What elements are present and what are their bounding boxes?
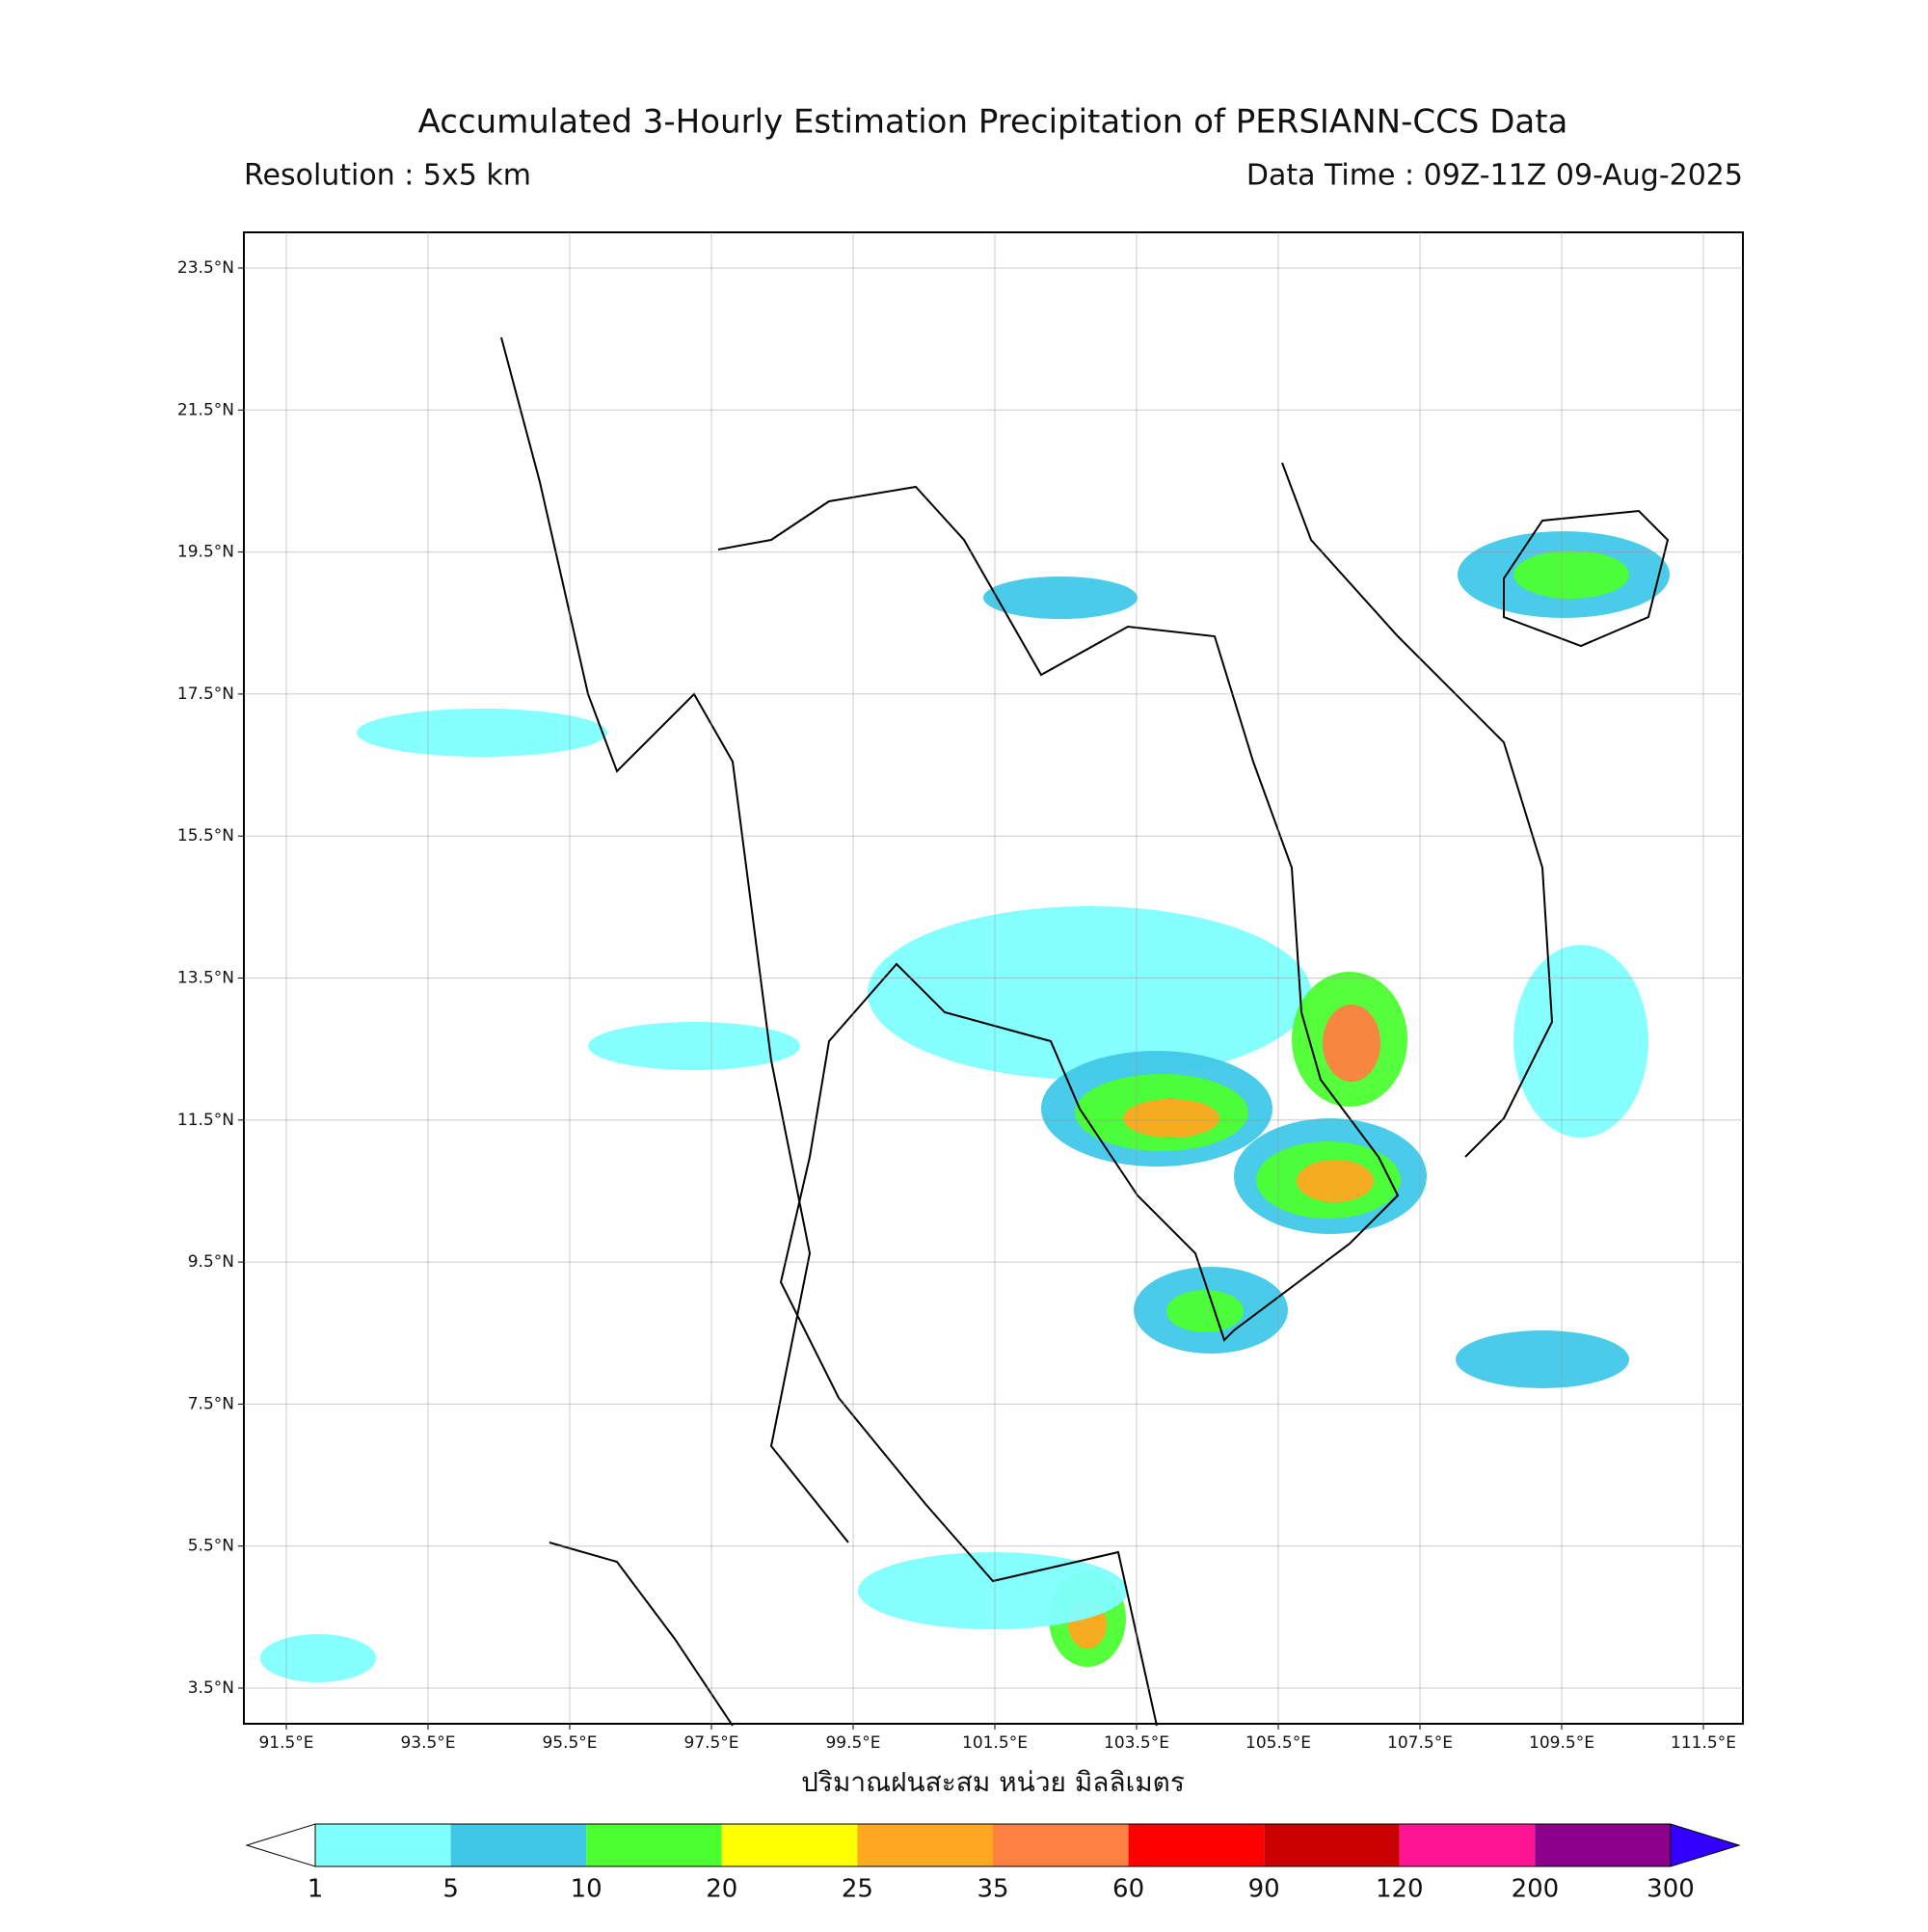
lon-tick-label: 107.5°E [1387,1733,1453,1753]
colorbar-label: 35 [977,1875,1008,1904]
lat-tick-label: 19.5°N [177,543,234,562]
colorbar-label: 300 [1647,1875,1695,1904]
lon-tick-label: 109.5°E [1529,1733,1594,1753]
colorbar-label: 25 [842,1875,873,1904]
colorbar-over [1670,1823,1741,1867]
lon-tick-label: 93.5°E [400,1733,455,1753]
colorbar-box [1399,1824,1536,1866]
colorbar-under [245,1823,316,1867]
lon-tick-label: 103.5°E [1104,1733,1169,1753]
lat-tick-label: 15.5°N [177,826,234,845]
lat-tick-label: 21.5°N [177,400,234,419]
lat-tick-label: 9.5°N [188,1252,234,1272]
colorbar-label: 200 [1512,1875,1560,1904]
lon-tick-label: 95.5°E [542,1733,597,1753]
coastlines [500,336,1670,1727]
colorbar-box [315,1824,451,1866]
data-time: Data Time : 09Z-11Z 09-Aug-2025 [1246,159,1743,193]
map-area [243,231,1744,1727]
title: Accumulated 3-Hourly Estimation Precipit… [418,103,1568,142]
x-axis-label: ปริมาณฝนสะสม หน่วย มิลลิเมตร [801,1766,1185,1798]
colorbar-label: 5 [442,1875,459,1904]
colorbar-label: 60 [1112,1875,1144,1904]
lon-tick-label: 97.5°E [683,1733,738,1753]
lat-tick-label: 13.5°N [177,969,234,988]
colorbar-box [993,1824,1129,1866]
colorbar-label: 120 [1376,1875,1424,1904]
colorbar-label: 90 [1248,1875,1280,1904]
lat-tick-label: 3.5°N [188,1678,234,1698]
lon-tick-label: 101.5°E [962,1733,1028,1753]
colorbar-box [1128,1824,1265,1866]
colorbar-box [721,1824,858,1866]
lat-tick-label: 23.5°N [177,258,234,278]
colorbar-label: 1 [308,1875,324,1904]
lon-tick-label: 99.5°E [825,1733,880,1753]
lon-tick-label: 105.5°E [1245,1733,1311,1753]
colorbar-box [586,1824,722,1866]
colorbar-label: 10 [571,1875,602,1904]
lon-tick-label: 111.5°E [1671,1733,1736,1753]
colorbar-frame [314,1823,1672,1867]
lon-tick-label: 91.5°E [258,1733,313,1753]
lat-tick-label: 17.5°N [177,684,234,704]
resolution: Resolution : 5x5 km [244,159,531,193]
lat-tick-label: 11.5°N [177,1111,234,1130]
colorbar-box [1264,1824,1400,1866]
colorbar-box [1535,1824,1671,1866]
rain-blobs [260,531,1670,1682]
colorbar-box [450,1824,587,1866]
colorbar-label: 20 [706,1875,737,1904]
colorbar-box [857,1824,993,1866]
lat-tick-label: 7.5°N [188,1394,234,1413]
lat-tick-label: 5.5°N [188,1537,234,1556]
